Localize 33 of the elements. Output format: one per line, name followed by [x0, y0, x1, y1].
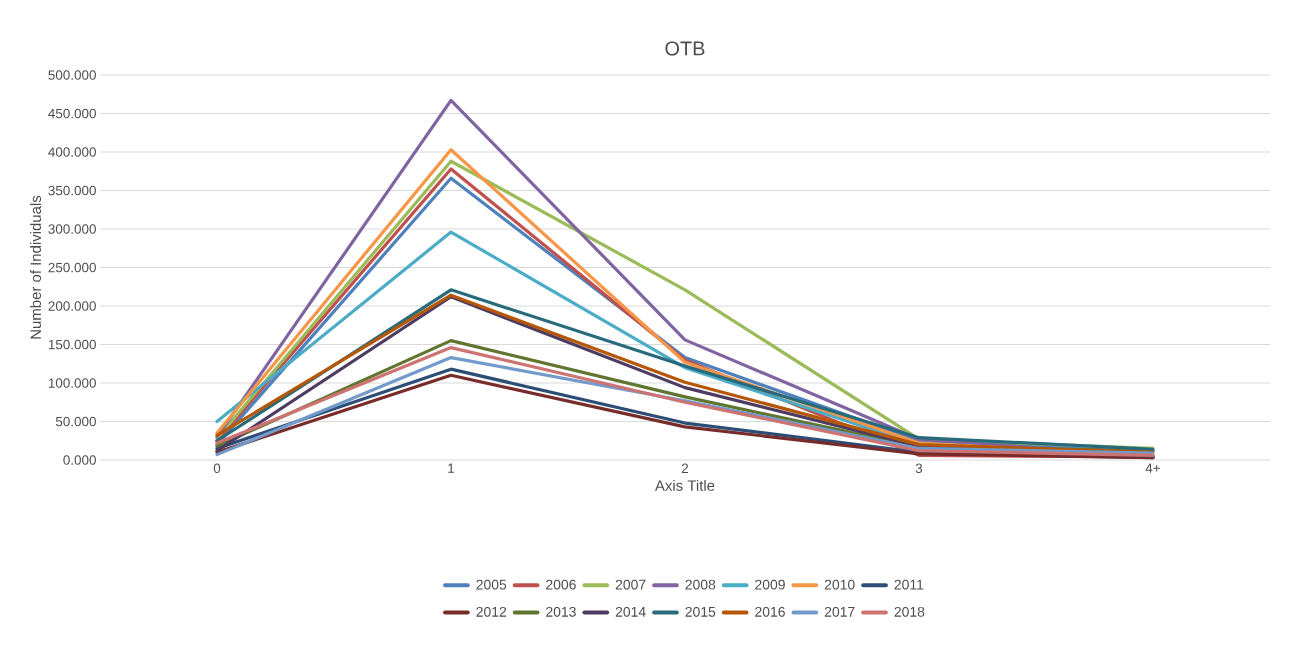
y-tick-label: 150.000 — [48, 339, 96, 350]
legend-label: 2016 — [755, 606, 785, 617]
y-tick-label: 500.000 — [48, 70, 96, 80]
y-tick-label: 400.000 — [48, 147, 96, 157]
legend-label: 2006 — [546, 579, 576, 590]
legend-label: 2007 — [615, 579, 646, 590]
legend-label: 2009 — [755, 579, 785, 590]
y-tick-label: 450.000 — [48, 108, 96, 119]
x-tick-label: 0 — [213, 463, 221, 474]
chart-title: OTB — [665, 41, 705, 56]
x-tick-label: 1 — [448, 463, 455, 473]
y-tick-label: 350.000 — [48, 185, 96, 196]
legend-label: 2011 — [894, 579, 924, 590]
y-axis-title: Number of Individuals — [30, 195, 42, 339]
y-tick-label: 300.000 — [48, 224, 96, 234]
x-tick-label: 2 — [681, 463, 689, 473]
y-tick-label: 50.000 — [55, 416, 96, 427]
legend-label: 2010 — [824, 579, 855, 590]
y-tick-label: 250.000 — [48, 262, 96, 273]
legend-label: 2008 — [685, 579, 716, 590]
legend-label: 2013 — [546, 606, 576, 617]
y-tick-label: 200.000 — [48, 301, 96, 311]
legend-label: 2017 — [824, 606, 855, 617]
legend-label: 2014 — [615, 606, 646, 617]
legend-label: 2012 — [476, 606, 507, 617]
y-tick-label: 100.000 — [48, 378, 96, 388]
x-axis-title: Axis Title — [654, 479, 715, 491]
x-tick-label: 3 — [915, 463, 923, 474]
legend-label: 2015 — [685, 606, 716, 617]
x-tick-label: 4+ — [1145, 463, 1160, 473]
y-tick-label: 0.000 — [63, 455, 96, 465]
legend-label: 2005 — [476, 579, 507, 590]
legend-label: 2018 — [894, 606, 925, 617]
